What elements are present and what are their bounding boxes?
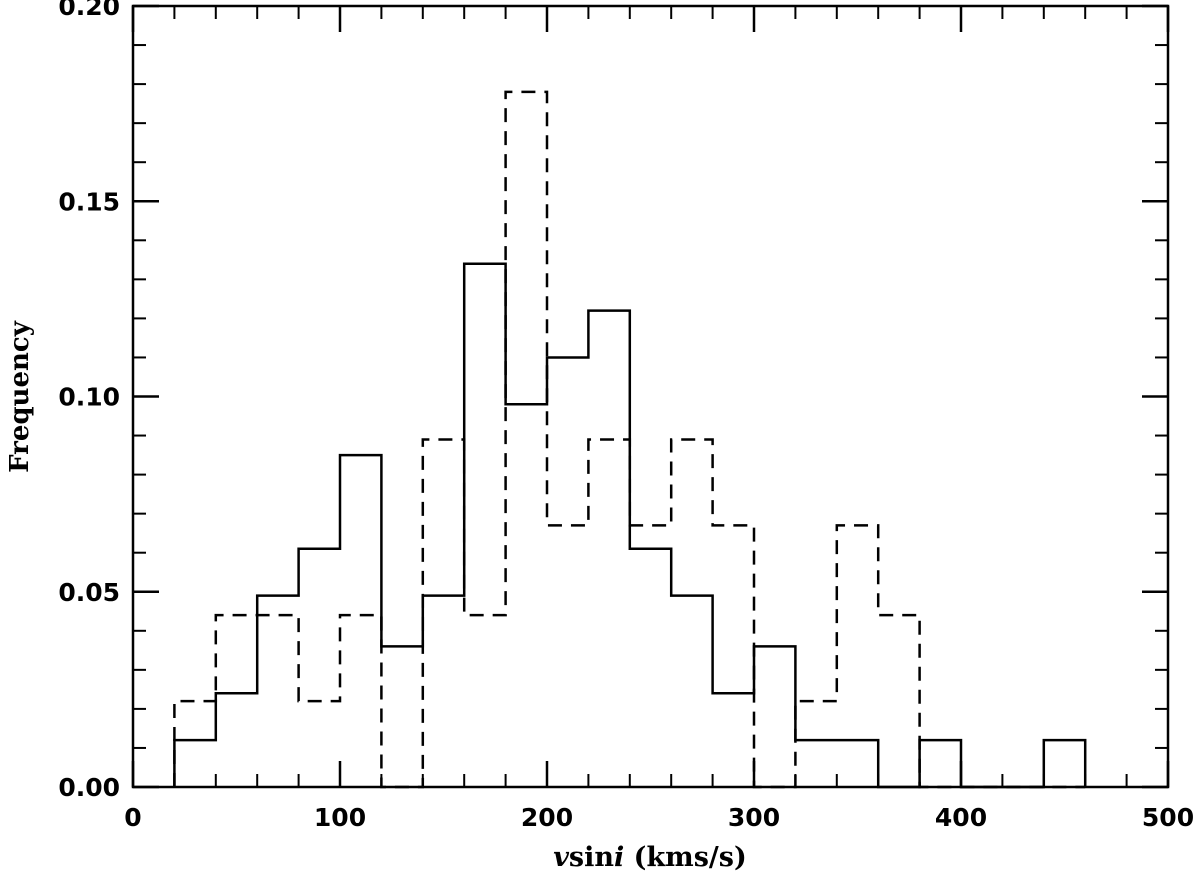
x-axis-label: vsini (kms/s) — [553, 842, 747, 873]
plot-frame — [131, 4, 1170, 789]
x-tick-labels: 0 100 200 300 400 500 — [124, 803, 1194, 832]
x-axis-label-sin: sin — [569, 842, 614, 873]
x-tick-label: 400 — [935, 803, 987, 832]
y-axis-label: Frequency — [5, 320, 35, 473]
x-axis-label-v: v — [553, 842, 569, 873]
x-tick-label: 200 — [521, 803, 573, 832]
x-tick-label: 0 — [124, 803, 141, 832]
y-tick-labels: 0.00 0.05 0.10 0.15 0.20 — [58, 0, 120, 802]
y-tick-label: 0.05 — [58, 578, 120, 607]
y-tick-label: 0.20 — [58, 0, 120, 21]
series-layer — [173, 90, 1087, 789]
y-tick-label: 0.15 — [58, 187, 120, 216]
y-tick-label: 0.00 — [58, 773, 120, 802]
dashed-histogram-series — [173, 90, 1086, 789]
x-axis-label-i: i — [614, 842, 624, 873]
x-tick-label: 500 — [1142, 803, 1194, 832]
x-tick-label: 100 — [314, 803, 366, 832]
y-tick-label: 0.10 — [58, 383, 120, 412]
axis-ticks — [131, 4, 1170, 789]
x-axis-label-unit: (kms/s) — [624, 842, 747, 873]
x-tick-label: 300 — [728, 803, 780, 832]
